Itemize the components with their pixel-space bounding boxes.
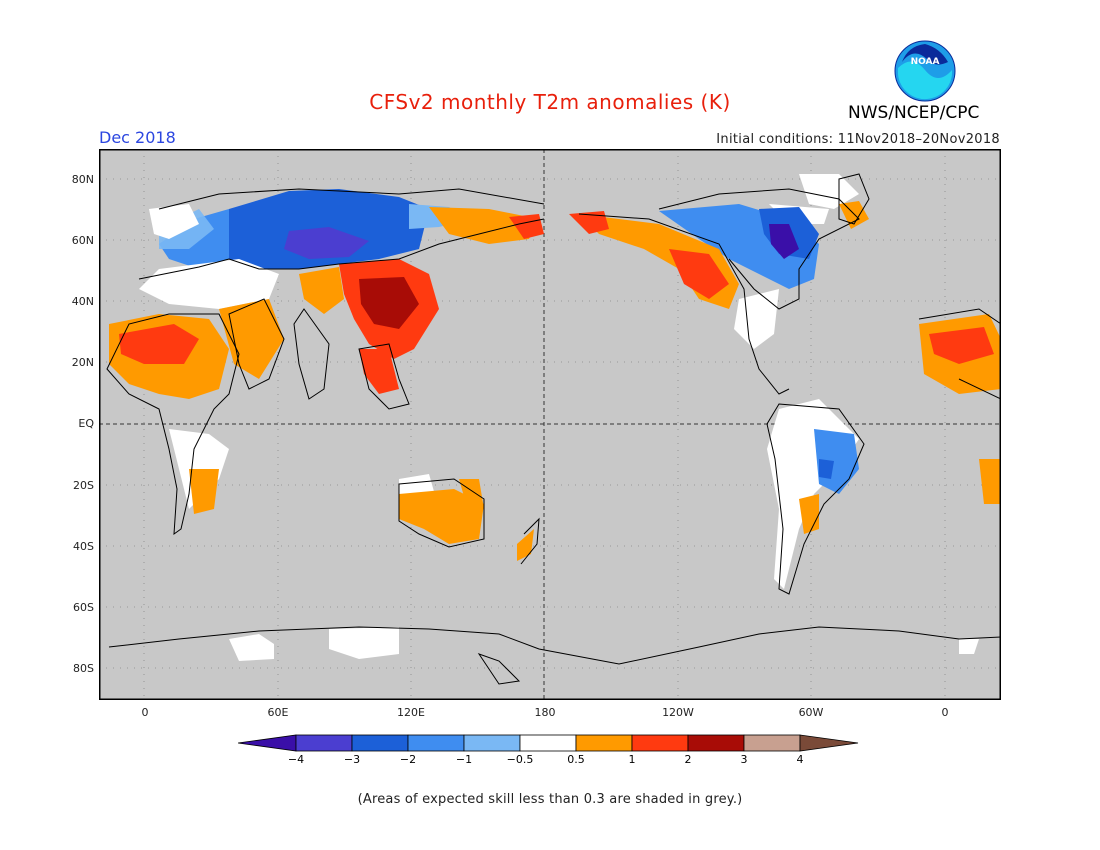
legend-swatch (575, 734, 633, 752)
legend-swatch (631, 734, 689, 752)
legend-swatch (519, 734, 577, 752)
lat-label: 40S (73, 540, 94, 553)
legend-tick: 4 (796, 753, 804, 766)
lon-label: 60E (267, 706, 289, 719)
logo-wave (898, 61, 953, 100)
lon-label: 0 (141, 706, 149, 719)
color-scale-segments (238, 734, 859, 752)
warm-anomaly-north-america (569, 201, 869, 309)
legend-tick: 0.5 (567, 753, 585, 766)
legend-tick: 2 (684, 753, 692, 766)
legend-swatch (743, 734, 801, 752)
lat-label: 60S (73, 601, 94, 614)
coastlines (106, 173, 1001, 685)
legend-tick: 3 (740, 753, 748, 766)
lat-label: 40N (71, 295, 94, 308)
legend-swatch (295, 734, 353, 752)
footnote: (Areas of expected skill less than 0.3 a… (357, 792, 743, 807)
cold-anomaly-south-america (814, 429, 859, 494)
logo-bird (902, 44, 948, 65)
legend-tick: −1 (455, 753, 473, 766)
legend-tick: −2 (399, 753, 417, 766)
logo-text: NOAA (911, 57, 940, 67)
initial-conditions: Initial conditions: 11Nov2018–20Nov2018 (716, 132, 1000, 147)
lon-label: 0 (941, 706, 949, 719)
legend-swatch (463, 734, 521, 752)
legend-tick: 1 (628, 753, 636, 766)
forecast-period: Dec 2018 (99, 128, 176, 147)
legend-tick: −4 (287, 753, 305, 766)
lat-label: 20S (73, 479, 94, 492)
lon-label: 120E (397, 706, 425, 719)
anomaly-map (99, 149, 1001, 700)
warm-anomaly-africa (109, 299, 1001, 399)
legend-swatch (687, 734, 745, 752)
legend-swatch-min (238, 734, 297, 752)
lon-label: 120W (662, 706, 694, 719)
cold-anomaly-north-america (659, 174, 859, 289)
color-scale (238, 734, 859, 752)
lat-label: EQ (78, 417, 94, 430)
map-border (99, 149, 1001, 700)
lon-label: 180 (534, 706, 556, 719)
lat-label: 80N (71, 173, 94, 186)
legend-tick: −0.5 (506, 753, 534, 766)
lat-label: 80S (73, 662, 94, 675)
lon-label: 60W (798, 706, 824, 719)
map-title: CFSv2 monthly T2m anomalies (K) (369, 90, 731, 114)
reference-lines (99, 149, 1001, 700)
legend-swatch (407, 734, 465, 752)
legend-tick: −3 (343, 753, 361, 766)
agency-label: NWS/NCEP/CPC (848, 103, 980, 123)
warm-anomaly-asia (299, 207, 544, 394)
lat-label: 20N (71, 356, 94, 369)
legend-swatch (351, 734, 409, 752)
lat-label: 60N (71, 234, 94, 247)
noaa-logo: NOAA (894, 40, 956, 102)
legend-swatch-max (799, 734, 859, 752)
warm-anomaly-southern (189, 459, 1001, 561)
